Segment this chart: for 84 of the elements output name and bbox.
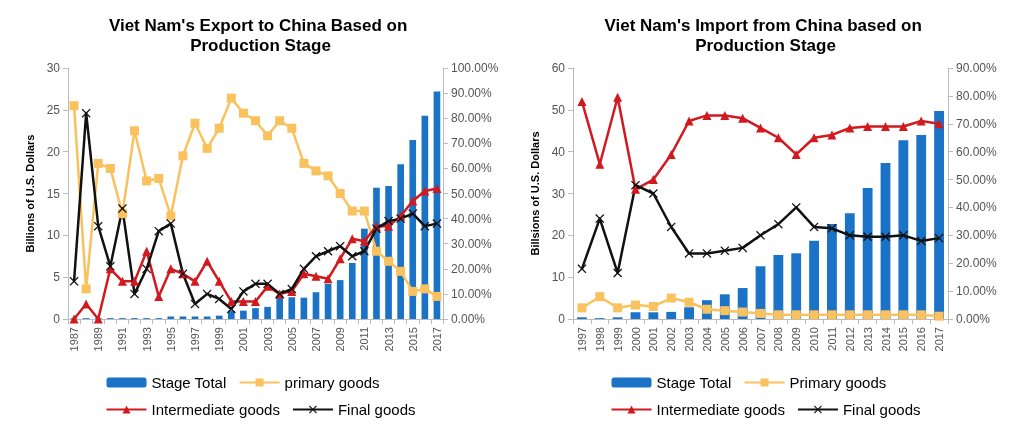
x-tick-label: 2014 — [879, 327, 892, 352]
y2-tick-label: 100.00% — [451, 61, 499, 75]
y-axis-title: Billions of U.S. Dollars — [24, 134, 37, 253]
x-tick-label: 2011 — [825, 327, 838, 351]
y-tick-label: 10 — [46, 228, 61, 243]
y-tick-label: 30 — [46, 61, 61, 75]
y-tick-label: 15 — [46, 186, 61, 201]
x-tick-label: 2017 — [430, 327, 443, 352]
legend-label: Final goods — [337, 401, 416, 418]
y-tick-label: 30 — [551, 186, 566, 201]
x-tick-label: 2005 — [285, 327, 298, 352]
x-tick-label: 1997 — [575, 327, 588, 352]
legend-label: Final goods — [842, 401, 921, 418]
legend-label: Stage Total — [656, 374, 732, 391]
x-tick-label: 2001 — [647, 327, 660, 352]
x-tick-label: 1987 — [68, 327, 81, 352]
y-tick-label: 0 — [53, 312, 61, 326]
y2-tick-label: 30.00% — [451, 236, 493, 251]
y-tick-label: 60 — [551, 61, 566, 75]
x-tick-label: 2001 — [237, 327, 250, 352]
x-tick-label: 2015 — [897, 327, 910, 352]
x-tick-label: 1999 — [611, 327, 624, 352]
legend-label: primary goods — [284, 374, 380, 391]
x-tick-label: 2011 — [358, 327, 371, 351]
y2-tick-label: 60.00% — [451, 161, 493, 176]
x-tick-label: 2009 — [334, 327, 347, 352]
y2-tick-label: 40.00% — [451, 211, 493, 226]
y-tick-label: 25 — [46, 102, 61, 117]
y2-tick-label: 90.00% — [956, 61, 998, 75]
y2-tick-label: 0.00% — [451, 312, 486, 326]
legend-label: Primary goods — [789, 374, 887, 391]
y2-tick-label: 90.00% — [451, 86, 493, 101]
x-tick-label: 2000 — [629, 327, 642, 352]
x-tick-label: 2015 — [406, 327, 419, 352]
x-tick-label: 2016 — [915, 327, 928, 352]
x-tick-label: 2009 — [790, 327, 803, 352]
y2-tick-label: 10.00% — [451, 286, 493, 301]
y2-tick-label: 10.00% — [956, 284, 998, 299]
y2-tick-label: 20.00% — [956, 256, 998, 271]
x-tick-label: 2012 — [843, 327, 856, 352]
x-tick-label: 1999 — [213, 327, 226, 352]
x-tick-label: 2003 — [261, 327, 274, 352]
y2-tick-label: 50.00% — [451, 186, 493, 201]
legend-label: Intermediate goods — [151, 401, 280, 418]
x-tick-label: 1993 — [140, 327, 153, 352]
x-tick-label: 1995 — [164, 327, 177, 352]
y2-tick-label: 0.00% — [956, 312, 991, 326]
x-tick-label: 2013 — [382, 327, 395, 352]
y2-tick-label: 70.00% — [956, 116, 998, 131]
y2-tick-label: 80.00% — [451, 111, 493, 126]
y-tick-label: 5 — [53, 270, 61, 285]
y2-tick-label: 40.00% — [956, 200, 998, 215]
y2-tick-label: 80.00% — [956, 88, 998, 103]
y2-tick-label: 30.00% — [956, 228, 998, 243]
chart-title: Viet Nam's Export to China Based on Production Stage — [108, 15, 413, 55]
x-tick-label: 2008 — [772, 327, 785, 352]
y-axis-title: Billsions of U.S. Dollars — [529, 131, 542, 256]
x-tick-label: 2006 — [736, 327, 749, 352]
x-tick-label: 1997 — [189, 327, 202, 352]
y-tick-label: 20 — [551, 228, 566, 243]
y-tick-label: 0 — [558, 312, 566, 326]
legend-label: Intermediate goods — [656, 401, 785, 418]
y-tick-label: 40 — [551, 144, 566, 159]
y-tick-label: 50 — [551, 102, 566, 117]
x-tick-label: 1991 — [116, 327, 129, 352]
x-tick-label: 1989 — [92, 327, 105, 352]
x-tick-label: 1998 — [593, 327, 606, 352]
x-tick-label: 2013 — [861, 327, 874, 352]
y2-tick-label: 20.00% — [451, 261, 493, 276]
x-tick-label: 2003 — [683, 327, 696, 352]
y-tick-label: 10 — [551, 270, 566, 285]
x-tick-label: 2005 — [718, 327, 731, 352]
x-tick-label: 2007 — [309, 327, 322, 352]
legend-label: Stage Total — [151, 374, 227, 391]
y2-tick-label: 70.00% — [451, 136, 493, 151]
x-tick-label: 2004 — [700, 327, 713, 352]
x-tick-label: 2002 — [665, 327, 678, 352]
chart-title: Viet Nam's Import from China based on Production Stage — [604, 15, 927, 55]
y2-tick-label: 50.00% — [956, 172, 998, 187]
y2-tick-label: 60.00% — [956, 144, 998, 159]
y-tick-label: 20 — [46, 144, 61, 159]
x-tick-label: 2007 — [754, 327, 767, 352]
x-tick-label: 2017 — [933, 327, 946, 352]
x-tick-label: 2010 — [808, 327, 821, 352]
